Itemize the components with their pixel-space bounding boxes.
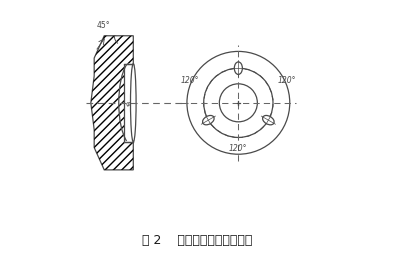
Text: 45°: 45° bbox=[97, 21, 110, 30]
Ellipse shape bbox=[234, 62, 242, 74]
Ellipse shape bbox=[203, 116, 214, 125]
Circle shape bbox=[187, 51, 290, 154]
Circle shape bbox=[204, 68, 273, 137]
Text: 120°: 120° bbox=[229, 144, 247, 153]
Polygon shape bbox=[91, 36, 133, 170]
Text: 120°: 120° bbox=[277, 76, 296, 85]
Text: φ: φ bbox=[125, 101, 130, 107]
Circle shape bbox=[219, 84, 257, 122]
Polygon shape bbox=[125, 64, 133, 142]
Ellipse shape bbox=[130, 64, 136, 142]
Text: 120°: 120° bbox=[181, 76, 199, 85]
Text: 图 2    传感器防护端盖结构图: 图 2 传感器防护端盖结构图 bbox=[142, 233, 252, 247]
Ellipse shape bbox=[262, 116, 274, 125]
